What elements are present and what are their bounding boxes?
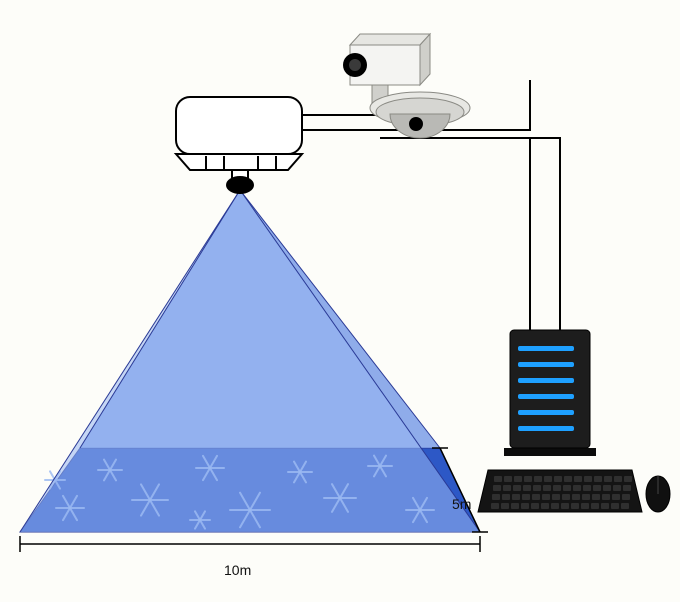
- dome-camera: [370, 92, 470, 138]
- mouse: [646, 476, 670, 512]
- dimension-width-label: 10m: [224, 562, 251, 578]
- projection-beam: [20, 190, 480, 532]
- server: [504, 330, 596, 456]
- projector: [176, 97, 302, 194]
- diagram-canvas: [0, 0, 680, 602]
- dimension-depth-label: 5m: [452, 496, 471, 512]
- keyboard: [478, 470, 642, 512]
